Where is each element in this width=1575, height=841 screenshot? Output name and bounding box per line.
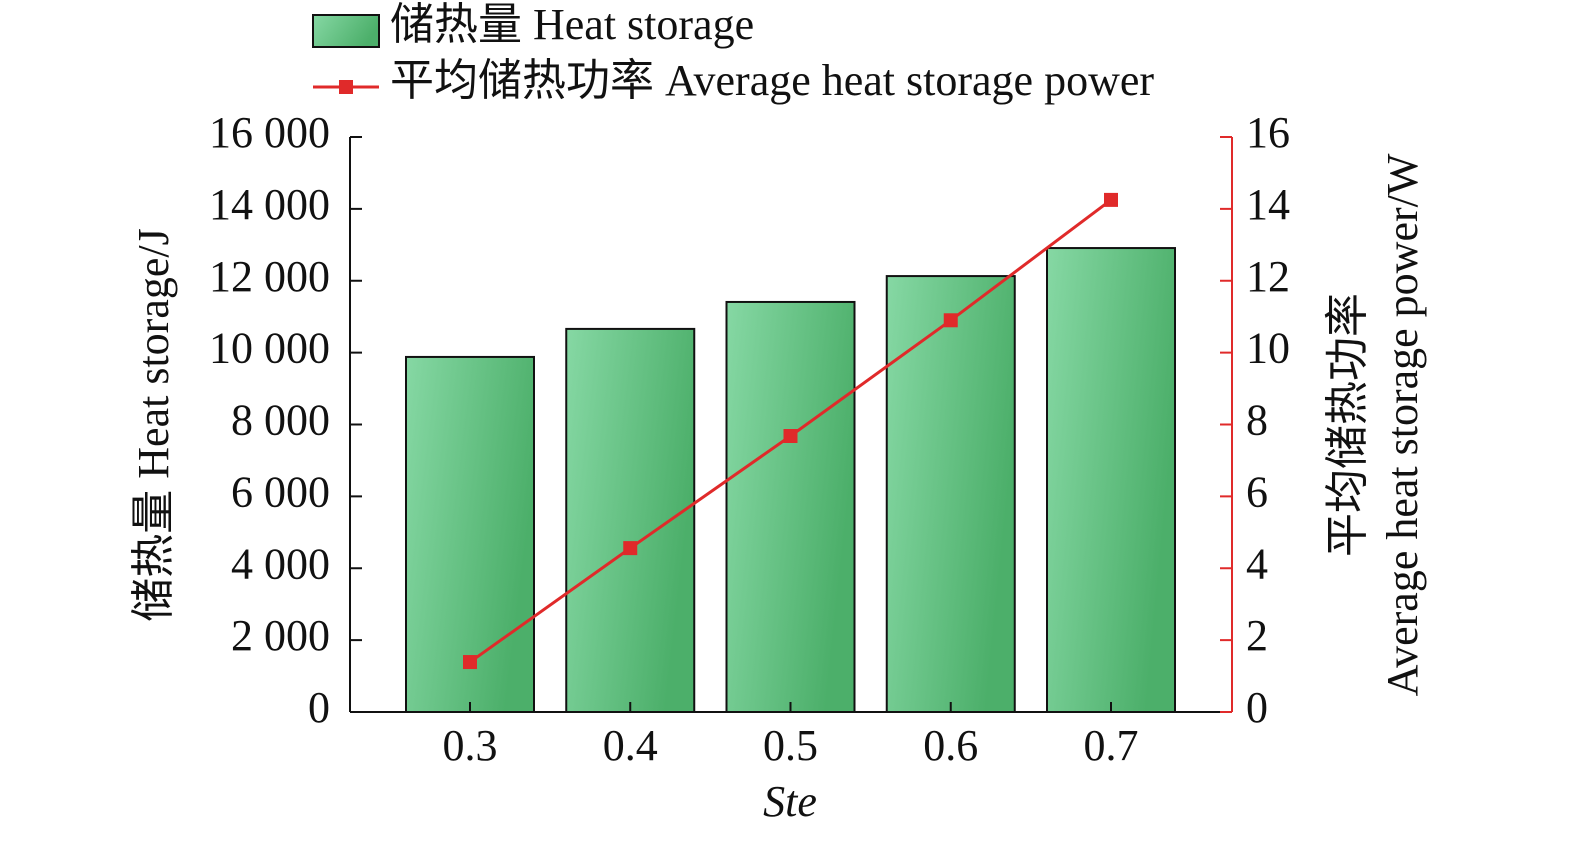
legend-swatch: [339, 80, 353, 94]
x-tick-label: 0.4: [603, 721, 658, 770]
bar: [565, 327, 696, 713]
y2-tick-label: 4: [1246, 539, 1268, 588]
y-axis-label: 储热量 Heat storage/J: [129, 228, 178, 621]
point: [623, 541, 638, 556]
y-tick-label: 14 000: [209, 180, 330, 229]
x-tick-label: 0.6: [923, 721, 978, 770]
bar: [405, 355, 535, 713]
y2-tick-label: 14: [1246, 180, 1290, 229]
y-tick-label: 2 000: [231, 611, 330, 660]
y-tick-label: 10 000: [209, 324, 330, 373]
legend-label: 平均储热功率 Average heat storage power: [390, 56, 1154, 105]
y2-tick-label: 6: [1246, 467, 1268, 516]
legend-swatch: [312, 14, 380, 48]
x-axis-label: Ste: [763, 777, 817, 826]
y-tick-label: 8 000: [231, 396, 330, 445]
x-tick-label: 0.7: [1084, 721, 1139, 770]
y2-tick-label: 10: [1246, 324, 1290, 373]
y-tick-label: 0: [308, 683, 330, 732]
point: [783, 429, 798, 443]
bar: [725, 300, 856, 713]
point: [1104, 192, 1118, 207]
y2-tick-label: 8: [1246, 396, 1268, 445]
point: [943, 313, 958, 328]
bar: [885, 275, 1016, 713]
legend-label: 储热量 Heat storage: [390, 0, 754, 49]
y2-tick-label: 0: [1246, 683, 1268, 732]
y2-tick-label: 12: [1246, 252, 1290, 301]
bar: [1046, 247, 1176, 713]
y-tick-label: 6 000: [231, 467, 330, 516]
x-tick-label: 0.3: [443, 721, 498, 770]
y2-axis-label: 平均储热功率: [1323, 293, 1372, 557]
x-tick-label: 0.5: [763, 721, 818, 770]
y-tick-label: 12 000: [209, 252, 330, 301]
y-tick-label: 16 000: [209, 108, 330, 157]
y-tick-label: 4 000: [231, 539, 330, 588]
y2-tick-label: 2: [1246, 611, 1268, 660]
y2-tick-label: 16: [1246, 108, 1290, 157]
y2-axis-label: Average heat storage power/W: [1378, 153, 1427, 696]
point: [463, 655, 477, 670]
